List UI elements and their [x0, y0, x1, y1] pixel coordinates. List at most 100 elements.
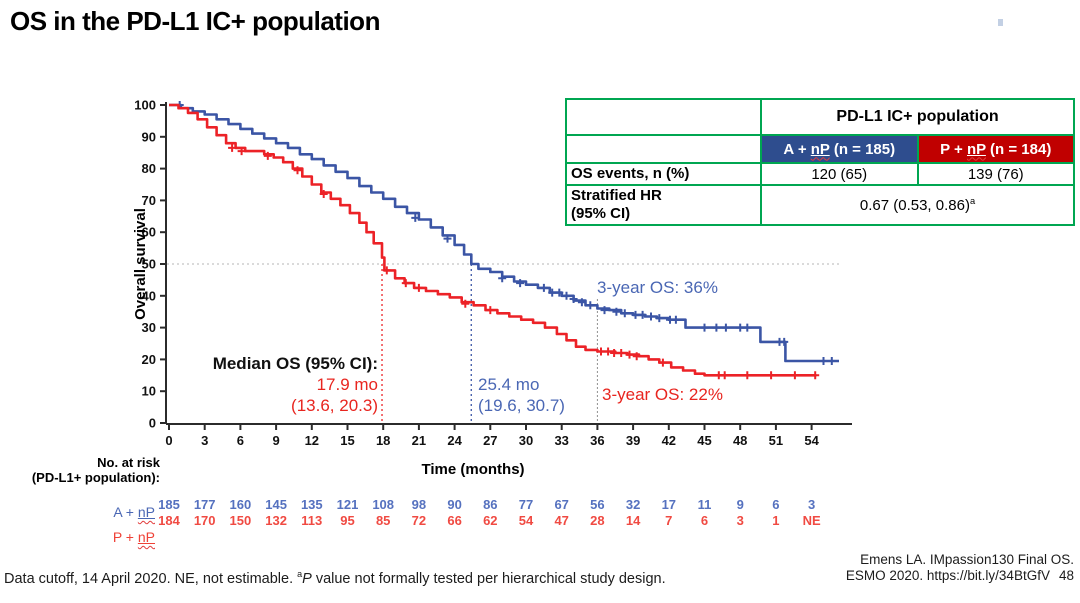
arm-a-header-cell: A + nP (n = 185): [760, 134, 919, 164]
slide-title: OS in the PD-L1 IC+ population: [10, 6, 380, 36]
svg-text:90: 90: [142, 129, 156, 144]
corner-artifact: [998, 19, 1003, 26]
risk-label-a-np: nP: [138, 504, 155, 520]
risk-label-a-np-text: nP: [137, 504, 155, 520]
risk-count: 132: [265, 513, 287, 528]
risk-count: 77: [518, 497, 534, 512]
svg-text:40: 40: [142, 288, 156, 303]
blue-median-value: 25.4 mo: [478, 375, 540, 394]
arm-a-n: (n = 185): [829, 140, 896, 158]
risk-count: 95: [340, 513, 355, 528]
median-os-annotation-title: Median OS (95% CI):: [212, 354, 378, 373]
svg-text:0: 0: [165, 433, 172, 448]
risk-count: 135: [300, 497, 323, 512]
citation-line1: Emens LA. IMpassion130 Final OS.: [860, 552, 1074, 567]
hr-value-text: 0.67 (0.53, 0.86): [859, 197, 970, 214]
risk-count: 9: [736, 497, 744, 512]
svg-text:39: 39: [626, 433, 640, 448]
svg-text:51: 51: [769, 433, 783, 448]
svg-text:21: 21: [412, 433, 426, 448]
risk-header-line2: (PD-L1+ population):: [31, 470, 160, 485]
page-number: 48: [1058, 567, 1074, 583]
risk-table-header: No. at risk (PD-L1+ population):: [5, 455, 160, 485]
risk-count: 3: [807, 497, 816, 512]
y-axis-label: Overall survival: [132, 208, 149, 320]
os-events-arm-p-value: 139 (76): [916, 162, 1075, 186]
risk-count: 121: [336, 497, 359, 512]
stratified-hr-label-line2: (95% CI): [571, 205, 631, 222]
footnote-text-2: value not formally tested per hierarchic…: [311, 570, 666, 587]
red-median-ci: (13.6, 20.3): [291, 396, 378, 415]
risk-label-p-np-text: nP: [137, 529, 155, 545]
svg-text:30: 30: [519, 433, 533, 448]
risk-count: 28: [590, 513, 605, 528]
summary-table-population-row: PD-L1 IC+ population: [565, 98, 1075, 136]
os-events-arm-a-value: 120 (65): [760, 162, 919, 186]
arm-p-np-text: nP: [966, 140, 986, 158]
risk-label-arm-a: A + nP: [60, 504, 155, 520]
summary-table: PD-L1 IC+ population A + nP (n = 185) P …: [565, 98, 1075, 226]
svg-text:27: 27: [483, 433, 497, 448]
risk-count: NE: [802, 513, 821, 528]
blue-median-ci: (19.6, 30.7): [478, 396, 565, 415]
summary-table-arm-row: A + nP (n = 185) P + nP (n = 184): [565, 134, 1075, 164]
svg-text:30: 30: [142, 320, 156, 335]
citation-url[interactable]: ESMO 2020. https://bit.ly/34BtGfV: [845, 567, 1050, 583]
arm-a-np: nP: [811, 141, 830, 158]
svg-text:0: 0: [149, 416, 156, 431]
risk-count: 86: [483, 497, 498, 512]
risk-count: 32: [625, 497, 641, 512]
svg-text:18: 18: [376, 433, 390, 448]
summary-table-empty-cell: [565, 98, 762, 136]
svg-text:45: 45: [697, 433, 711, 448]
risk-count: 160: [229, 497, 252, 512]
svg-text:80: 80: [142, 161, 156, 176]
risk-count: 6: [772, 497, 780, 512]
risk-count: 177: [193, 497, 216, 512]
svg-text:9: 9: [272, 433, 279, 448]
risk-count: 47: [554, 513, 569, 528]
svg-text:33: 33: [554, 433, 568, 448]
risk-header-line1: No. at risk: [97, 455, 160, 470]
summary-table-empty-cell: [565, 134, 762, 164]
risk-count: 150: [229, 513, 252, 528]
three-year-os-red-annotation: 3-year OS: 22%: [602, 385, 723, 404]
arm-a-prefix: A +: [783, 140, 811, 158]
risk-count: 170: [193, 513, 216, 528]
footnote-marker: a: [297, 569, 303, 579]
risk-count: 72: [411, 513, 427, 528]
x-axis-label: Time (months): [421, 461, 525, 478]
footnote-text: Data cutoff, 14 April 2020. NE, not esti…: [4, 570, 298, 587]
risk-count: 56: [590, 497, 605, 512]
risk-count: 7: [665, 513, 673, 528]
svg-text:60: 60: [142, 225, 156, 240]
risk-count: 98: [411, 497, 427, 512]
risk-count: 185: [158, 497, 180, 512]
arm-p-n: (n = 184): [985, 140, 1052, 158]
risk-label-arm-p: P + nP: [60, 529, 155, 545]
three-year-os-blue-annotation: 3-year OS: 36%: [597, 278, 718, 297]
risk-count: 145: [265, 497, 287, 512]
risk-count: 17: [661, 497, 677, 512]
svg-text:10: 10: [142, 384, 156, 399]
svg-text:50: 50: [142, 257, 156, 272]
risk-count: 62: [483, 513, 498, 528]
footnote: Data cutoff, 14 April 2020. NE, not esti…: [4, 569, 666, 587]
stratified-hr-label: Stratified HR (95% CI): [565, 184, 762, 226]
stratified-hr-label-line1: Stratified HR: [571, 187, 662, 204]
risk-count: 85: [375, 513, 391, 528]
svg-text:54: 54: [804, 433, 819, 448]
arm-p-header-cell: P + nP (n = 184): [916, 134, 1075, 164]
svg-text:12: 12: [305, 433, 319, 448]
svg-text:42: 42: [662, 433, 676, 448]
red-median-value: 17.9 mo: [316, 375, 378, 394]
population-header-cell: PD-L1 IC+ population: [760, 98, 1075, 136]
svg-text:20: 20: [142, 352, 156, 367]
hr-footnote-marker: a: [969, 196, 976, 206]
risk-count: 11: [697, 497, 712, 512]
citation: Emens LA. IMpassion130 Final OS. ESMO 20…: [846, 552, 1074, 583]
stratified-hr-value: 0.67 (0.53, 0.86)a: [760, 184, 1075, 226]
svg-text:36: 36: [590, 433, 604, 448]
